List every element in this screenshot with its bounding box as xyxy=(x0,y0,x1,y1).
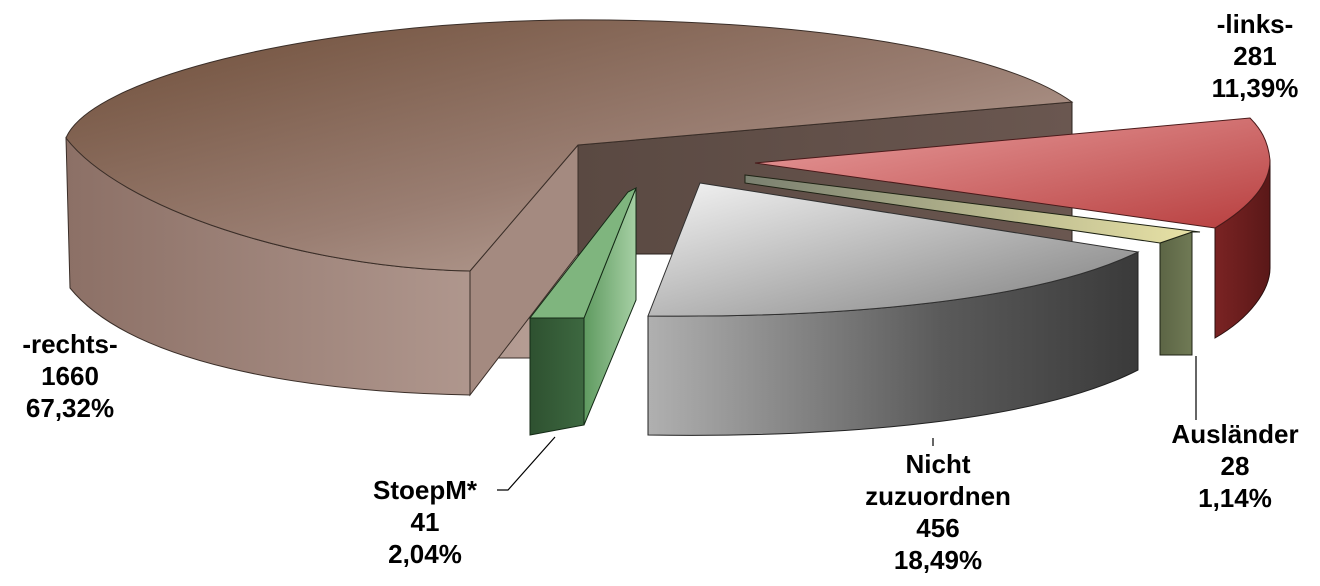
label-links-name: -links- xyxy=(1193,8,1317,40)
label-auslaender-name: Ausländer xyxy=(1150,418,1320,450)
label-stoepm: StoepM* 41 2,04% xyxy=(355,474,495,570)
label-rechts-percent: 67,32% xyxy=(8,392,132,424)
label-stoepm-percent: 2,04% xyxy=(355,538,495,570)
label-rechts-name: -rechts- xyxy=(8,328,132,360)
label-auslaender-value: 28 xyxy=(1150,450,1320,482)
slice-auslaender-front xyxy=(1160,232,1192,355)
label-auslaender-percent: 1,14% xyxy=(1150,482,1320,514)
label-stoepm-value: 41 xyxy=(355,506,495,538)
label-nicht-line1: Nicht xyxy=(838,448,1038,480)
label-links-value: 281 xyxy=(1193,40,1317,72)
label-nicht-value: 456 xyxy=(838,512,1038,544)
label-stoepm-name: StoepM* xyxy=(355,474,495,506)
label-rechts-value: 1660 xyxy=(8,360,132,392)
label-links: -links- 281 11,39% xyxy=(1193,8,1317,104)
label-nicht-percent: 18,49% xyxy=(838,544,1038,576)
label-rechts: -rechts- 1660 67,32% xyxy=(8,328,132,424)
slice-stoepm-front xyxy=(530,318,584,435)
label-links-percent: 11,39% xyxy=(1193,72,1317,104)
label-nicht-line2: zuzuordnen xyxy=(838,480,1038,512)
leader-line-stoepm xyxy=(497,437,555,490)
label-auslaender: Ausländer 28 1,14% xyxy=(1150,418,1320,514)
label-nicht-zuzuordnen: Nicht zuzuordnen 456 18,49% xyxy=(838,448,1038,576)
